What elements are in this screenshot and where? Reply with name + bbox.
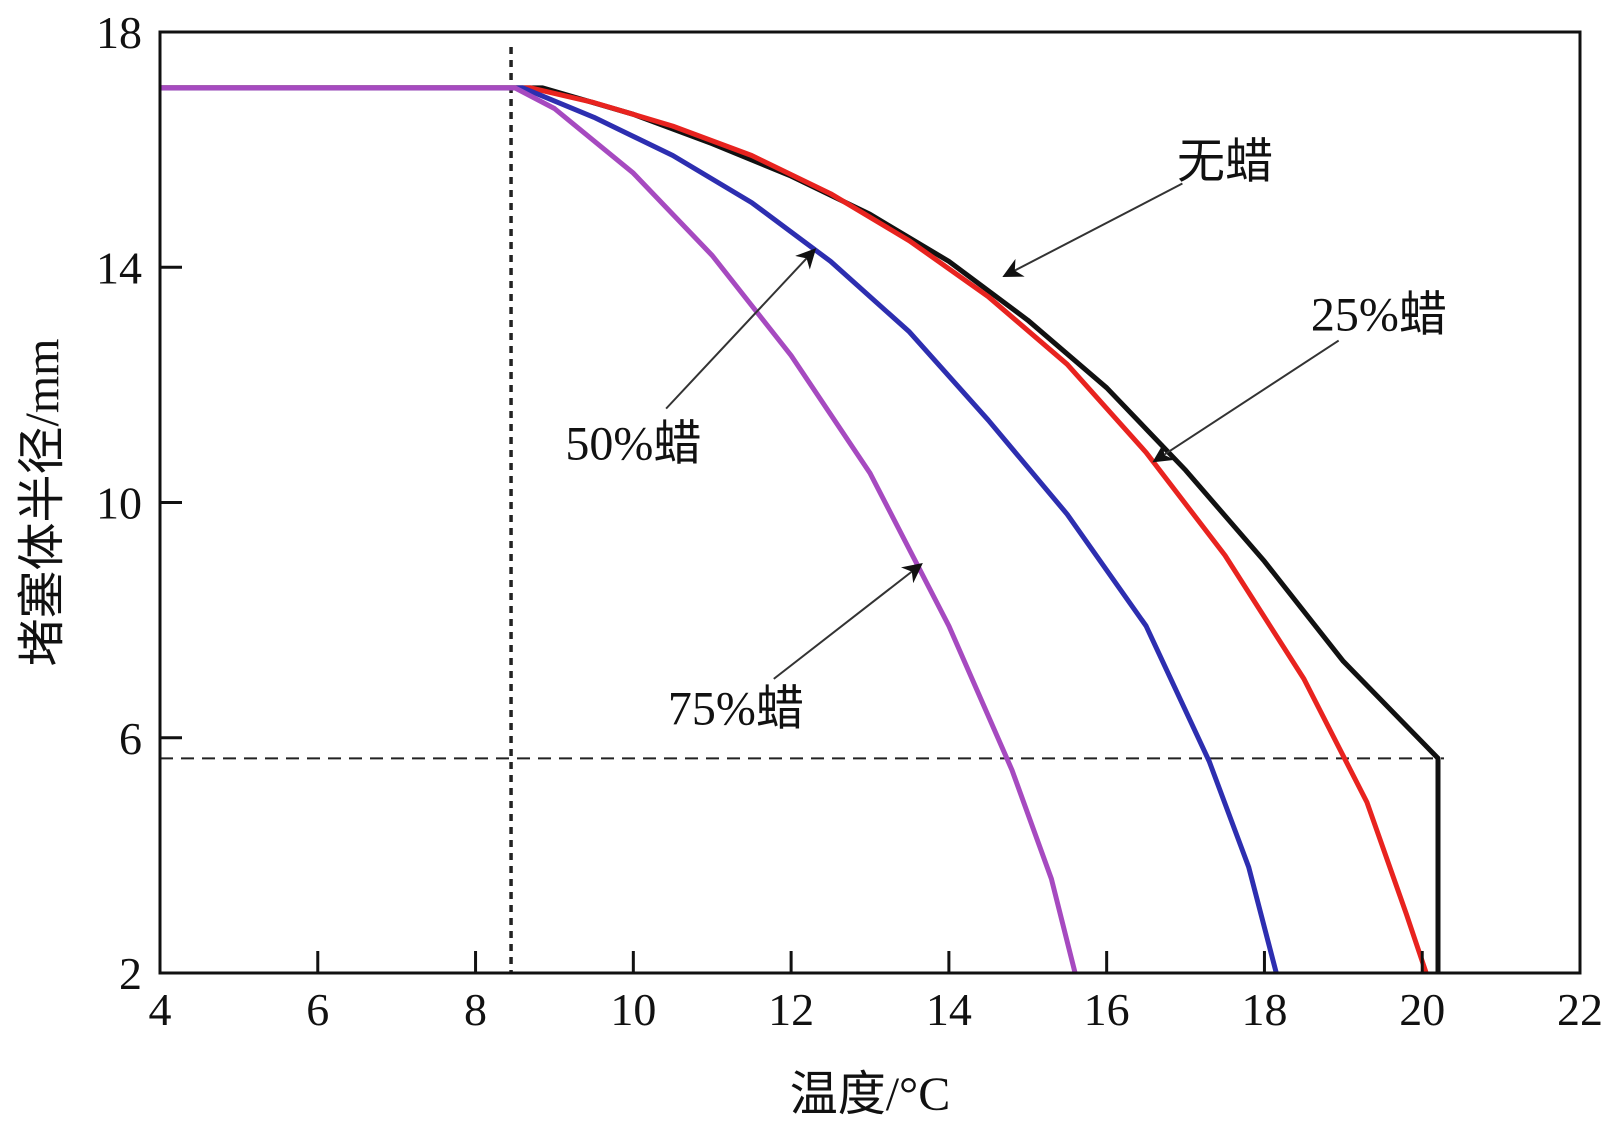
reference-lines <box>160 47 1444 973</box>
annotation-arrow-3 <box>665 248 817 410</box>
series-line-4 <box>160 85 1078 974</box>
series-annotation-2: 25%蜡 <box>1311 288 1447 341</box>
x-tick-label: 20 <box>1399 984 1445 1035</box>
series-annotation-4: 75%蜡 <box>668 682 804 735</box>
y-axis-title: 堵塞体半径/mm <box>16 338 69 666</box>
series-annotation-3: 50%蜡 <box>565 418 701 471</box>
series-annotations: 无蜡 25%蜡 50%蜡 75%蜡 <box>565 135 1447 735</box>
series-lines <box>160 85 1441 974</box>
series-annotation-1: 无蜡 <box>1177 135 1273 188</box>
y-tick-label: 14 <box>96 242 142 293</box>
annotation-arrow-1 <box>1002 182 1183 277</box>
x-axis-title: 温度/°C <box>790 1068 951 1121</box>
x-tick-label: 18 <box>1241 984 1287 1035</box>
y-tick-label: 10 <box>96 478 142 529</box>
y-tick-label: 2 <box>119 948 142 999</box>
x-tick-label: 8 <box>464 984 487 1035</box>
series-line-2 <box>160 85 1429 974</box>
x-tick-label: 22 <box>1557 984 1603 1035</box>
y-tick-label: 18 <box>96 7 142 58</box>
x-tick-label: 4 <box>149 984 172 1035</box>
annotation-arrow-4 <box>773 563 923 680</box>
x-tick-label: 16 <box>1084 984 1130 1035</box>
annotation-arrow-2 <box>1152 339 1340 463</box>
x-tick-label: 10 <box>610 984 656 1035</box>
x-tick-label: 6 <box>306 984 329 1035</box>
x-tick-label: 12 <box>768 984 814 1035</box>
series-line-1 <box>160 85 1441 973</box>
y-tick-label: 6 <box>119 713 142 764</box>
x-tick-label: 14 <box>926 984 972 1035</box>
series-line-3 <box>160 85 1279 974</box>
plot-frame <box>158 30 1582 975</box>
